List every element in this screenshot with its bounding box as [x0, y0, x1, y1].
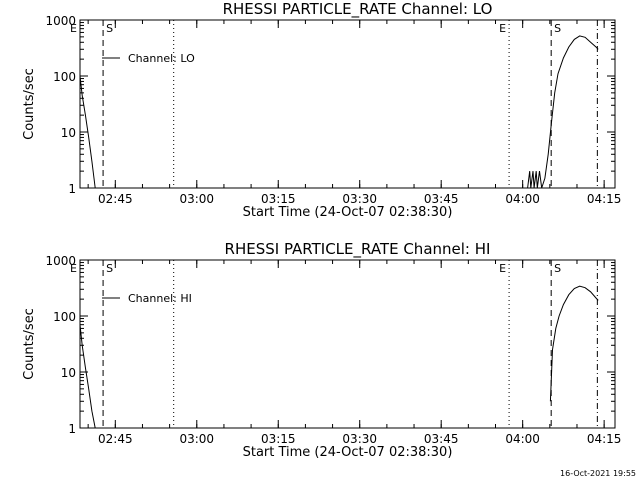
chart2-x-tick-label: 03:00 — [179, 432, 214, 446]
chart1-legend-label: Channel: LO — [128, 52, 195, 65]
chart1-x-axis-label: Start Time (24-Oct-07 02:38:30) — [243, 205, 453, 220]
chart2-x-tick-label: 04:00 — [505, 432, 540, 446]
chart2-legend-label: Channel: HI — [128, 292, 192, 305]
chart2-marker-label: E — [499, 262, 506, 275]
chart1-y-tick-label: 1 — [68, 182, 76, 196]
chart2-x-axis-label: Start Time (24-Oct-07 02:38:30) — [243, 445, 453, 460]
chart2-y-axis-label: Counts/sec — [22, 308, 37, 380]
chart2-marker-label: E — [70, 262, 77, 275]
chart1-x-tick-label: 03:15 — [261, 192, 296, 206]
chart2-x-tick-label: 03:30 — [342, 432, 377, 446]
chart1-series-line-1 — [79, 75, 96, 189]
chart2-series-line-1 — [79, 324, 96, 429]
chart1-y-tick-label: 10 — [61, 126, 76, 140]
chart1-title: RHESSI PARTICLE_RATE Channel: LO — [223, 0, 493, 19]
chart1-series-line-2 — [527, 35, 599, 189]
chart2-x-tick-label: 04:15 — [587, 432, 622, 446]
chart2-x-tick-label: 02:45 — [98, 432, 133, 446]
chart1-y-tick-label: 1000 — [45, 14, 76, 28]
chart1-x-tick-label: 02:45 — [98, 192, 133, 206]
chart1-x-tick-label: 03:00 — [179, 192, 214, 206]
chart2-y-tick-label: 10 — [61, 366, 76, 380]
chart1-y-tick-label: 100 — [53, 70, 76, 84]
chart1-marker-label: S — [554, 22, 561, 35]
chart1-marker-label: E — [70, 22, 77, 35]
footer-timestamp: 16-Oct-2021 19:55 — [560, 469, 636, 478]
chart2-plot-frame — [79, 259, 616, 429]
chart2-series-line-2 — [549, 285, 599, 402]
chart1-marker-label: E — [499, 22, 506, 35]
chart2-y-tick-label: 1000 — [45, 254, 76, 268]
chart1-plot-frame — [79, 19, 616, 189]
chart1-x-tick-label: 03:30 — [342, 192, 377, 206]
chart2-marker-label: S — [106, 262, 113, 275]
chart2-title: RHESSI PARTICLE_RATE Channel: HI — [225, 240, 491, 259]
chart1-x-tick-label: 04:15 — [587, 192, 622, 206]
chart2-x-tick-label: 03:15 — [261, 432, 296, 446]
chart2-y-tick-label: 1 — [68, 422, 76, 436]
chart1-x-tick-label: 03:45 — [424, 192, 459, 206]
chart2-marker-label: S — [554, 262, 561, 275]
chart2-x-tick-label: 03:45 — [424, 432, 459, 446]
chart1-marker-label: S — [106, 22, 113, 35]
chart1-y-axis-label: Counts/sec — [22, 68, 37, 140]
chart2-y-tick-label: 100 — [53, 310, 76, 324]
chart1-x-tick-label: 04:00 — [505, 192, 540, 206]
